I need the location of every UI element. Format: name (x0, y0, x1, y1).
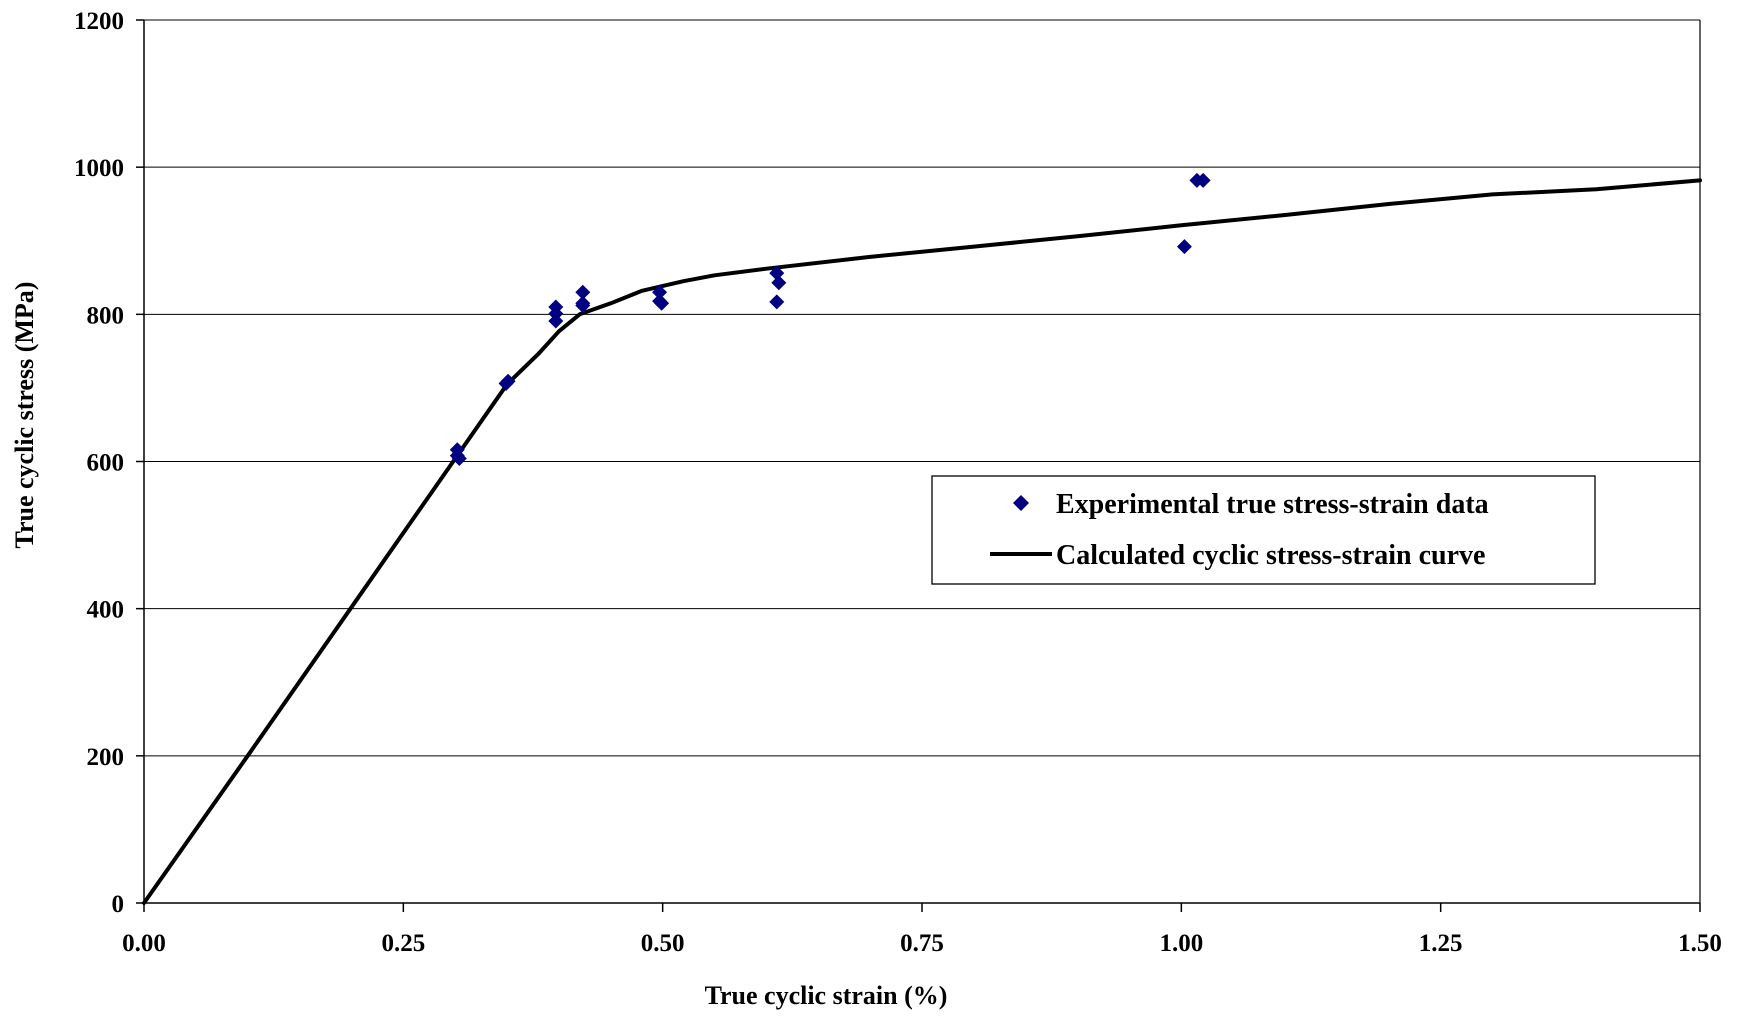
data-point-4 (500, 373, 516, 389)
curve-layer (142, 178, 1702, 905)
legend: Experimental true stress-strain data Cal… (931, 475, 1596, 585)
y-tick-label-0: 0 (112, 891, 125, 918)
data-point-8 (575, 284, 591, 300)
axes (136, 19, 1701, 912)
x-tick-label-2: 0.50 (641, 930, 685, 957)
x-tick-label-4: 1.00 (1159, 930, 1203, 957)
y-tick-label-6: 1200 (74, 8, 124, 35)
y-tick-label-1: 200 (87, 744, 125, 771)
legend-label-calculated: Calculated cyclic stress-strain curve (1056, 540, 1486, 571)
data-point-2 (451, 451, 467, 467)
y-tick-label-4: 800 (87, 302, 125, 329)
y-tick-label-3: 600 (87, 450, 125, 477)
calculated-curve-line (142, 178, 1702, 905)
data-point-13 (654, 295, 670, 311)
legend-box (931, 475, 1596, 585)
data-point-10 (575, 298, 591, 314)
data-point-19 (1195, 172, 1211, 188)
x-tick-label-3: 0.75 (900, 930, 944, 957)
tick-labels: 0 200 400 600 800 1000 1200 0.00 0.25 0.50 0.75 1.0… (74, 8, 1722, 957)
data-point-17 (1176, 239, 1192, 255)
legend-diamond-icon (1013, 495, 1029, 511)
y-tick-label-5: 1000 (74, 155, 124, 182)
y-tick-label-2: 400 (87, 597, 125, 624)
x-tick-label-6: 1.50 (1678, 930, 1722, 957)
x-tick-label-0: 0.00 (122, 930, 166, 957)
data-point-16 (769, 294, 785, 310)
data-points (449, 172, 1211, 467)
data-point-15 (771, 275, 787, 291)
data-point-7 (548, 313, 564, 329)
y-axis-title: True cyclic stress (MPa) (10, 282, 39, 549)
legend-label-experimental: Experimental true stress-strain data (1056, 489, 1489, 520)
x-tick-label-5: 1.25 (1419, 930, 1463, 957)
x-axis-title: True cyclic strain (%) (705, 981, 948, 1010)
x-tick-label-1: 0.25 (381, 930, 425, 957)
data-point-11 (652, 284, 668, 300)
gridlines (144, 19, 1700, 757)
